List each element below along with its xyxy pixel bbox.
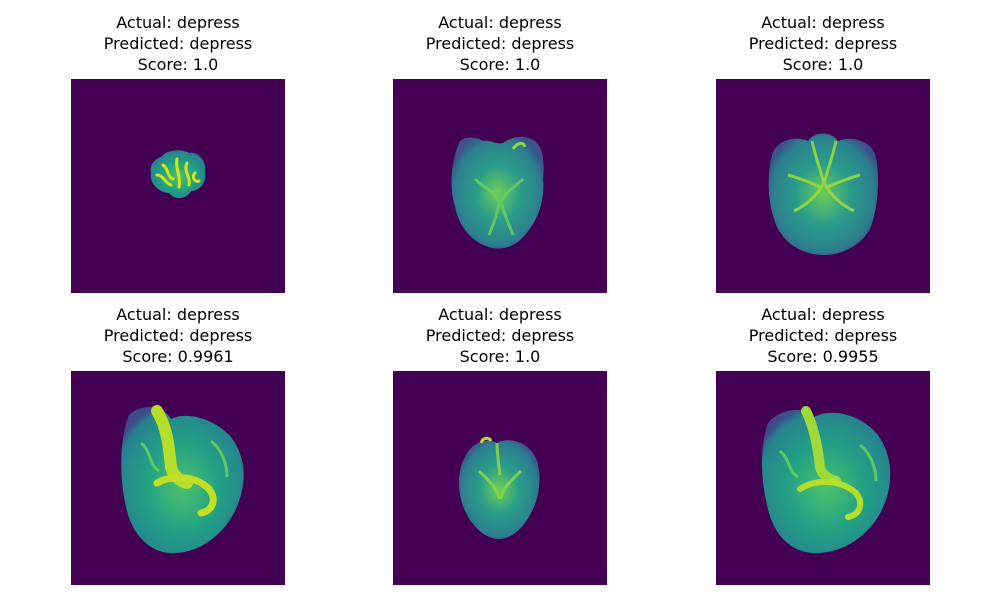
predicted-label: Predicted: depress — [103, 34, 253, 53]
mri-slice-image — [71, 371, 285, 585]
score-label: Score: 0.9961 — [122, 347, 234, 366]
score-label: Score: 1.0 — [459, 347, 541, 366]
predicted-label: Predicted: depress — [748, 34, 898, 53]
actual-label: Actual: depress — [116, 305, 240, 324]
actual-label: Actual: depress — [116, 13, 240, 32]
actual-label: Actual: depress — [761, 305, 885, 324]
panel-caption: Actual: depress Predicted: depress Score… — [11, 304, 345, 367]
mri-slice-image — [716, 79, 930, 293]
score-label: Score: 1.0 — [459, 55, 541, 74]
panel-caption: Actual: depress Predicted: depress Score… — [656, 304, 990, 367]
actual-label: Actual: depress — [761, 13, 885, 32]
predicted-label: Predicted: depress — [425, 326, 575, 345]
predicted-label: Predicted: depress — [425, 34, 575, 53]
score-label: Score: 0.9955 — [767, 347, 879, 366]
predicted-label: Predicted: depress — [748, 326, 898, 345]
mri-slice-image — [71, 79, 285, 293]
predicted-label: Predicted: depress — [103, 326, 253, 345]
mri-slice-image — [393, 371, 607, 585]
panel-caption: Actual: depress Predicted: depress Score… — [656, 12, 990, 75]
panel-caption: Actual: depress Predicted: depress Score… — [333, 304, 667, 367]
mri-slice-image — [393, 79, 607, 293]
score-label: Score: 1.0 — [137, 55, 219, 74]
mri-slice-image — [716, 371, 930, 585]
panel-caption: Actual: depress Predicted: depress Score… — [11, 12, 345, 75]
actual-label: Actual: depress — [438, 13, 562, 32]
panel-caption: Actual: depress Predicted: depress Score… — [333, 12, 667, 75]
actual-label: Actual: depress — [438, 305, 562, 324]
score-label: Score: 1.0 — [782, 55, 864, 74]
